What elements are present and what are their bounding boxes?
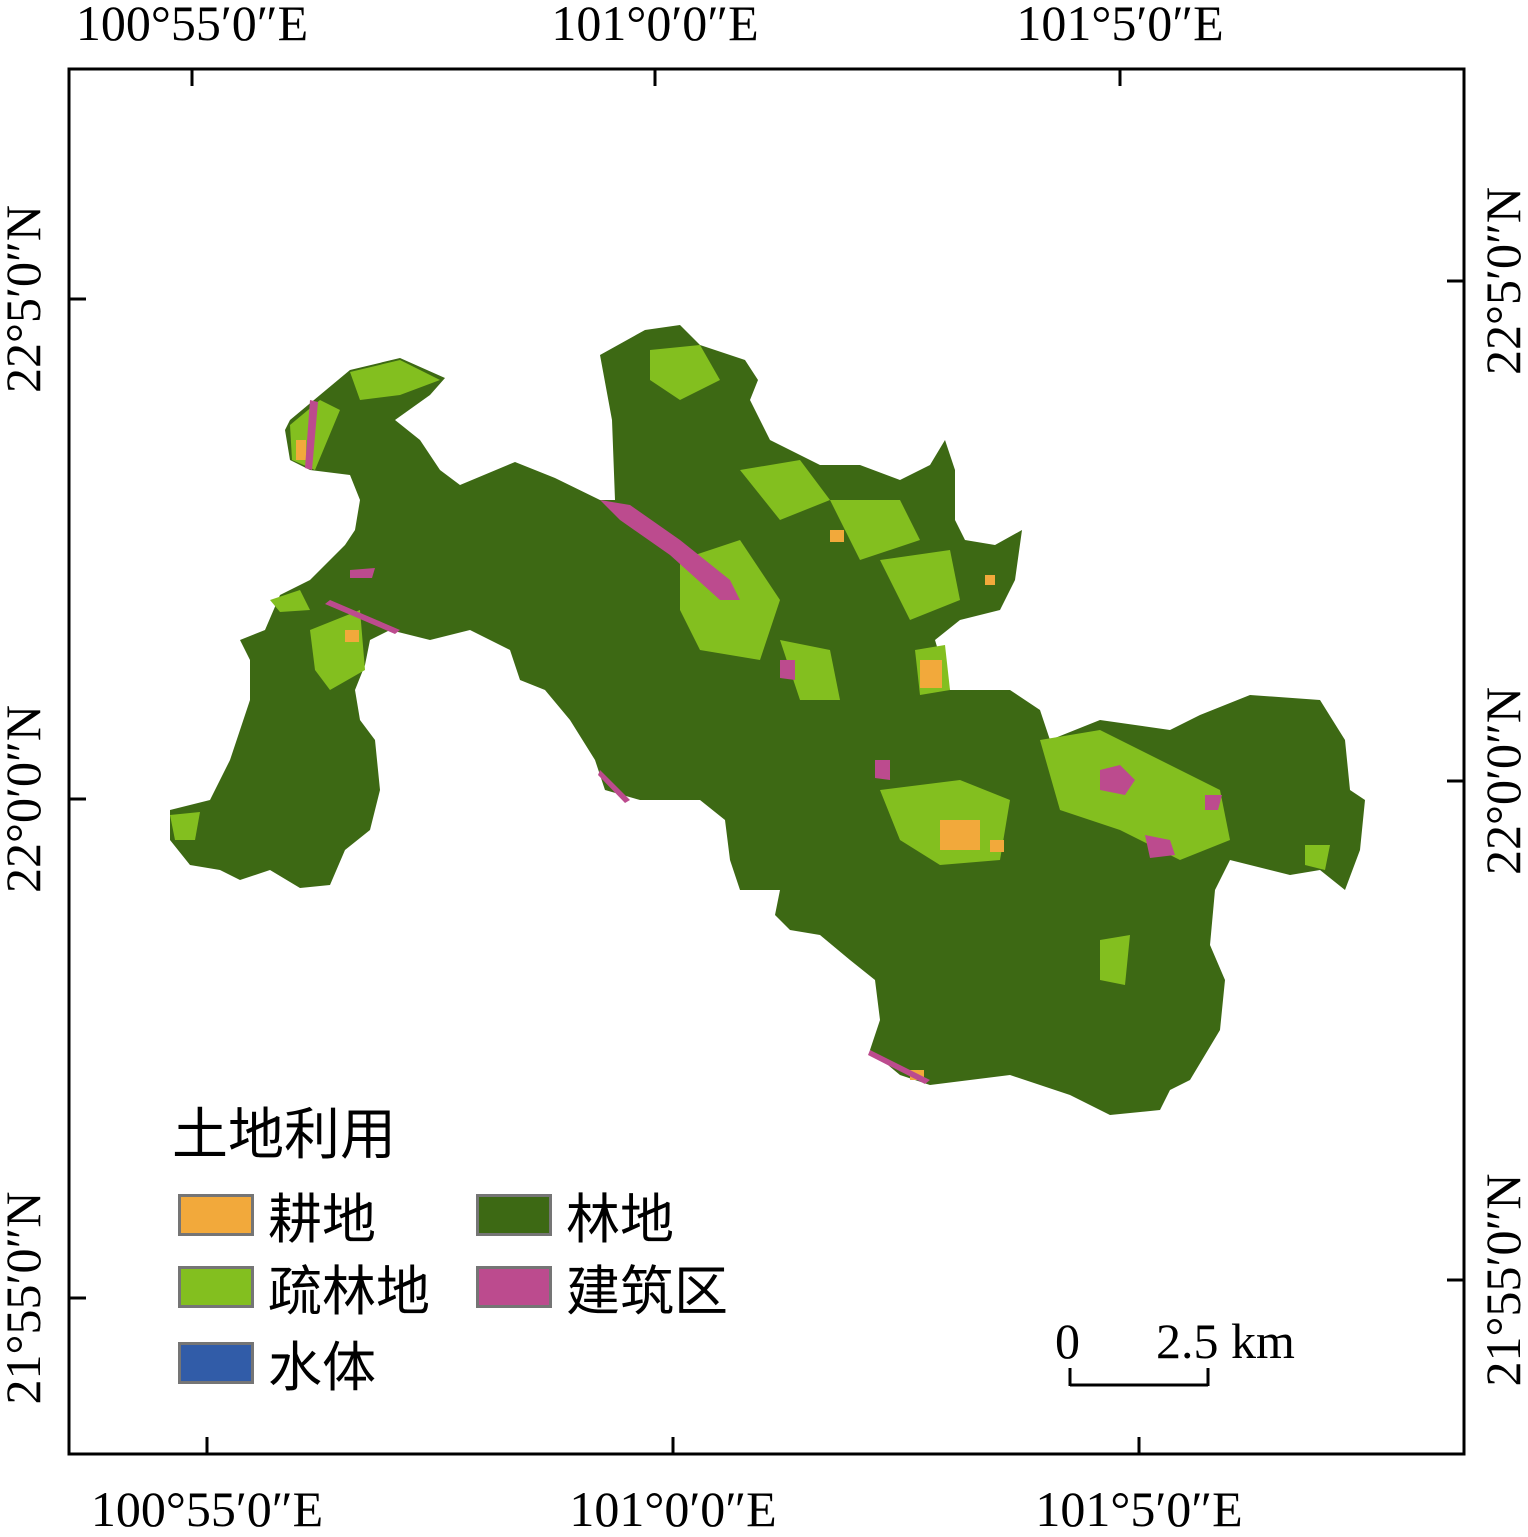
scale-start-label: 0 bbox=[1055, 1313, 1080, 1369]
legend-label: 林地 bbox=[566, 1188, 674, 1251]
legend-label: 疏林地 bbox=[268, 1260, 430, 1323]
legend-label: 耕地 bbox=[268, 1188, 376, 1251]
right-tick-label: 22°5′0″N bbox=[1475, 187, 1528, 375]
legend-item-forest: 林地 bbox=[476, 1175, 674, 1254]
bottom-tick-label: 101°0′0″E bbox=[569, 1481, 777, 1537]
legend-label: 建筑区 bbox=[566, 1260, 728, 1323]
legend-swatch bbox=[178, 1341, 254, 1384]
legend-swatch bbox=[476, 1265, 552, 1308]
scale-end-label: 2.5 km bbox=[1156, 1313, 1295, 1369]
legend-swatch bbox=[476, 1193, 552, 1236]
legend-swatch bbox=[178, 1265, 254, 1308]
forest-area bbox=[170, 325, 1365, 1115]
right-tick-label: 22°0′0″N bbox=[1475, 687, 1528, 875]
legend-swatch bbox=[178, 1193, 254, 1236]
legend-item-sparse-forest: 疏林地 bbox=[178, 1247, 430, 1326]
built-up-patches bbox=[305, 400, 1222, 1084]
legend-item-water: 水体 bbox=[178, 1323, 376, 1402]
left-tick-label: 22°5′0″N bbox=[0, 205, 51, 393]
left-tick-label: 22°0′0″N bbox=[0, 705, 51, 893]
legend-item-built-up: 建筑区 bbox=[476, 1247, 728, 1326]
bottom-tick-label: 101°5′0″E bbox=[1035, 1481, 1243, 1537]
top-tick-label: 100°55′0″E bbox=[75, 0, 309, 51]
top-tick-label: 101°5′0″E bbox=[1016, 0, 1224, 51]
legend-label: 水体 bbox=[268, 1336, 376, 1399]
legend-item-cropland: 耕地 bbox=[178, 1175, 376, 1254]
top-tick-label: 101°0′0″E bbox=[551, 0, 759, 51]
land-use-map bbox=[170, 325, 1365, 1115]
left-tick-label: 21°55′0″N bbox=[0, 1191, 51, 1405]
bottom-tick-label: 100°55′0″E bbox=[90, 1481, 324, 1537]
right-tick-label: 21°55′0″N bbox=[1475, 1173, 1528, 1387]
legend-title: 土地利用 bbox=[172, 1103, 396, 1168]
tick-marks bbox=[69, 69, 1464, 1454]
